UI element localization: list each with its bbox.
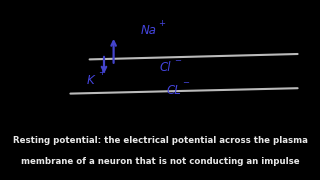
Text: +: +	[158, 19, 165, 28]
Text: membrane of a neuron that is not conducting an impulse: membrane of a neuron that is not conduct…	[21, 158, 299, 166]
Text: Resting potential: the electrical potential across the plasma: Resting potential: the electrical potent…	[12, 136, 308, 145]
Text: +: +	[99, 68, 106, 77]
Text: −: −	[174, 56, 181, 65]
Text: Cl: Cl	[160, 61, 172, 74]
Text: CL: CL	[166, 84, 181, 96]
Text: −: −	[182, 78, 189, 87]
Text: K: K	[86, 74, 94, 87]
Text: Na: Na	[141, 24, 157, 37]
